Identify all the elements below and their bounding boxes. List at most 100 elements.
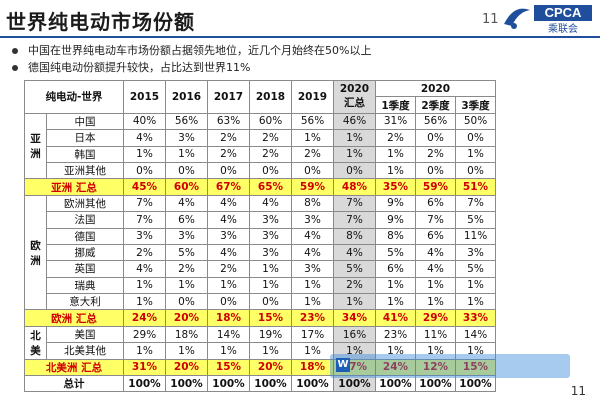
- subtotal-cell: 35%: [375, 178, 416, 196]
- subtotal-cell: 20%: [165, 309, 208, 327]
- value-cell: 0%: [455, 129, 496, 147]
- page-title: 世界纯电动市场份额: [6, 10, 195, 34]
- table-header-row: 1季度 2季度 3季度: [25, 96, 496, 114]
- value-cell: 2%: [207, 260, 250, 278]
- value-cell: 5%: [455, 211, 496, 229]
- table-row: 亚洲中国 40% 56% 63% 60% 56% 46% 31% 56% 50%: [24, 112, 496, 180]
- header-quarter: 1季度: [375, 96, 416, 114]
- subtotal-cell: 31%: [123, 358, 166, 377]
- value-cell: 2%: [207, 145, 250, 163]
- table-row: 英国 4% 2% 2% 1% 3% 5% 6% 4% 5%: [25, 260, 496, 278]
- subtotal-cell: 15%: [207, 358, 250, 377]
- country-label: 英国: [46, 260, 124, 278]
- header-year: 2016: [165, 80, 208, 114]
- value-cell: 1%: [455, 276, 496, 295]
- subtotal-cell: 59%: [415, 178, 456, 196]
- value-cell: 18%: [165, 325, 208, 344]
- value-cell: 50%: [455, 112, 496, 131]
- value-cell: 0%: [165, 161, 208, 180]
- subtotal-cell: 23%: [291, 309, 334, 327]
- country-label: 美国: [46, 325, 124, 344]
- svg-text:CPCA: CPCA: [545, 5, 582, 20]
- value-cell: 1%: [291, 342, 334, 360]
- title-rule: [0, 36, 600, 38]
- value-cell: 19%: [249, 325, 292, 344]
- value-cell: 8%: [291, 194, 334, 213]
- header-year: 2019: [291, 80, 334, 114]
- value-cell: 3%: [455, 243, 496, 262]
- value-cell: 1%: [123, 145, 166, 163]
- value-cell: 4%: [123, 129, 166, 147]
- value-cell: 1%: [249, 276, 292, 295]
- value-cell: 29%: [123, 325, 166, 344]
- header-year: 2015: [123, 80, 166, 114]
- value-cell: 63%: [207, 112, 250, 131]
- value-cell: 1%: [455, 145, 496, 163]
- value-cell: 2%: [249, 145, 292, 163]
- value-cell: 1%: [165, 145, 208, 163]
- value-cell: 2%: [207, 129, 250, 147]
- value-cell: 1%: [165, 276, 208, 295]
- subtotal-label: 北美洲 汇总: [24, 358, 124, 377]
- header-2020: 2020: [375, 79, 496, 98]
- value-cell: 7%: [123, 194, 166, 213]
- country-label: 法国: [46, 211, 124, 229]
- value-cell: 0%: [415, 129, 456, 147]
- value-cell: 1%: [291, 293, 334, 311]
- value-cell: 1%: [375, 293, 416, 311]
- subtotal-row: 亚洲 汇总 45% 60% 67% 65% 59% 48% 35% 59% 51%: [24, 178, 496, 196]
- subtotal-cell: 41%: [375, 309, 416, 327]
- value-cell: 6%: [415, 194, 456, 213]
- value-cell: 7%: [333, 194, 376, 213]
- total-row: 总计 100% 100% 100% 100% 100% 100% 100% 100% 100%: [24, 375, 496, 393]
- subtotal-cell: 48%: [333, 178, 376, 196]
- value-cell: 1%: [375, 276, 416, 295]
- country-label: 德国: [46, 227, 124, 245]
- value-cell: 2%: [123, 243, 166, 262]
- value-cell: 1%: [207, 342, 250, 360]
- header-year: 2018: [249, 80, 292, 114]
- value-cell: 0%: [455, 161, 496, 180]
- subtotal-cell: 18%: [207, 309, 250, 327]
- total-label: 总计: [24, 375, 124, 393]
- total-cell: 100%: [333, 375, 376, 393]
- table-body: 亚洲中国 40% 56% 63% 60% 56% 46% 31% 56% 50% 日本 4% 3% 2% 2…: [24, 112, 496, 393]
- subtotal-cell: 34%: [333, 309, 376, 327]
- bullet-list: 中国在世界纯电动车市场份额占据领先地位，近几个月始终在50%以上 德国纯电动份额…: [8, 42, 568, 76]
- value-cell: 0%: [123, 161, 166, 180]
- value-cell: 56%: [165, 112, 208, 131]
- bullet-text: 中国在世界纯电动车市场份额占据领先地位，近几个月始终在50%以上: [28, 44, 372, 57]
- table-row: 意大利 1% 0% 0% 0% 1% 1% 1% 1% 1%: [25, 293, 496, 311]
- value-cell: 0%: [415, 161, 456, 180]
- total-cell: 100%: [207, 375, 250, 393]
- watermark-banner: [330, 354, 570, 378]
- value-cell: 3%: [249, 211, 292, 229]
- bullet-dot-icon: [12, 47, 18, 54]
- value-cell: 1%: [375, 145, 416, 163]
- value-cell: 6%: [165, 211, 208, 229]
- value-cell: 0%: [249, 161, 292, 180]
- value-cell: 1%: [333, 293, 376, 311]
- value-cell: 3%: [291, 260, 334, 278]
- country-label: 亚洲其他: [46, 161, 124, 180]
- value-cell: 46%: [333, 112, 376, 131]
- value-cell: 2%: [165, 260, 208, 278]
- table-row: 日本 4% 3% 2% 2% 1% 1% 2% 0% 0%: [25, 129, 496, 147]
- header-quarter: 2季度: [415, 96, 456, 114]
- subtotal-label: 欧洲 汇总: [24, 309, 124, 327]
- total-cell: 100%: [249, 375, 292, 393]
- subtotal-cell: 45%: [123, 178, 166, 196]
- value-cell: 1%: [249, 260, 292, 278]
- value-cell: 1%: [415, 276, 456, 295]
- value-cell: 1%: [375, 342, 416, 360]
- value-cell: 2%: [415, 145, 456, 163]
- value-cell: 4%: [207, 211, 250, 229]
- country-label: 北美其他: [46, 342, 124, 360]
- region-label: 北美: [24, 325, 47, 360]
- table-row: 法国 7% 6% 4% 3% 3% 7% 9% 7% 5%: [25, 211, 496, 229]
- subtotal-cell: 15%: [249, 309, 292, 327]
- value-cell: 11%: [415, 325, 456, 344]
- subtotal-cell: 60%: [165, 178, 208, 196]
- total-cell: 100%: [455, 375, 496, 393]
- header-quarter: 3季度: [455, 96, 496, 114]
